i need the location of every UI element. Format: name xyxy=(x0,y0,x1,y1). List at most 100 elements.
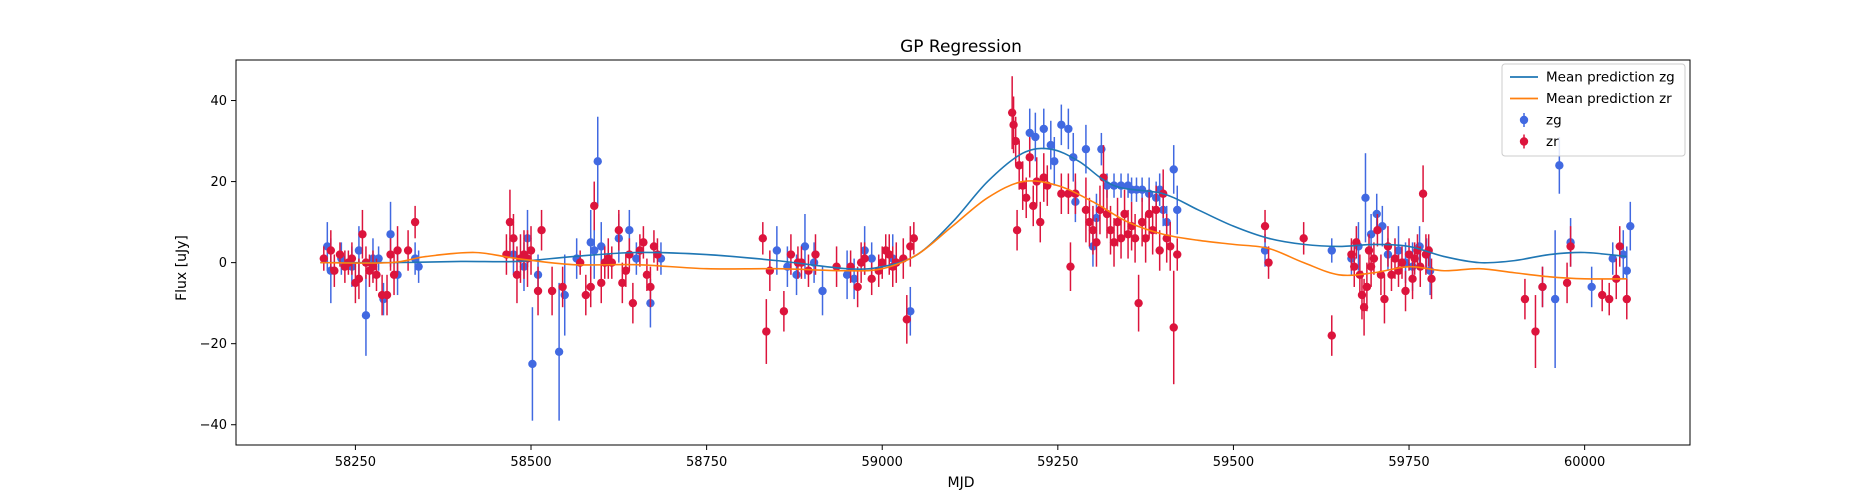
data-point-zr xyxy=(902,315,912,324)
legend-label: zr xyxy=(1546,134,1559,150)
data-point-zg xyxy=(792,270,801,279)
mean-line-zr xyxy=(320,180,1627,280)
data-point-zr xyxy=(1116,234,1126,243)
data-point-zr xyxy=(653,250,662,259)
data-point-zg xyxy=(1587,282,1596,292)
data-point-zr xyxy=(354,274,364,284)
data-point-zr xyxy=(512,270,522,279)
data-point-zr xyxy=(779,307,789,316)
data-point-zg xyxy=(800,242,810,251)
data-point-zr xyxy=(1264,258,1273,267)
data-point-zr xyxy=(1597,290,1607,300)
data-point-zr xyxy=(1155,246,1164,255)
data-point-zr xyxy=(1144,209,1154,219)
x-axis-ticks: 58250 58500 58750 59000 59250 59500 59750 60000 xyxy=(335,445,1605,470)
data-point-zr xyxy=(1092,238,1101,247)
data-point-zr xyxy=(1088,226,1098,235)
data-point-zr xyxy=(909,234,919,243)
data-point-zr xyxy=(1011,136,1020,146)
data-point-zg xyxy=(772,246,782,255)
data-point-zg xyxy=(1039,124,1048,134)
data-point-zr xyxy=(347,254,357,263)
x-tick-label: 58500 xyxy=(510,455,551,470)
data-point-zg xyxy=(1626,221,1635,231)
data-point-zr xyxy=(368,262,378,271)
plot-frame xyxy=(235,59,1691,446)
data-point-zr xyxy=(621,266,631,275)
data-point-zr xyxy=(625,250,634,259)
data-point-zr xyxy=(811,250,820,259)
data-point-zr xyxy=(646,282,655,292)
data-point-zr xyxy=(1383,242,1393,251)
data-point-zg xyxy=(906,307,915,316)
data-point-zg xyxy=(849,274,859,284)
data-point-zr xyxy=(1520,294,1530,304)
y-tick-label: 20 xyxy=(210,175,227,190)
data-point-zg xyxy=(1046,140,1056,150)
x-tick-label: 59500 xyxy=(1213,455,1254,470)
data-point-zr xyxy=(526,246,536,255)
data-point-zr xyxy=(1141,234,1150,243)
data-point-zg xyxy=(560,290,569,300)
data-point-zr xyxy=(590,201,599,211)
data-point-zg xyxy=(528,359,537,369)
data-point-zr xyxy=(1151,205,1161,215)
legend: Mean prediction zg Mean prediction zr zg zr xyxy=(1501,63,1686,157)
y-tick-label: −20 xyxy=(200,337,227,352)
data-point-zr xyxy=(1605,294,1614,304)
data-point-zr xyxy=(1007,108,1017,117)
data-point-zg xyxy=(1327,246,1336,255)
data-point-zr xyxy=(1350,262,1359,271)
data-point-zr xyxy=(797,258,806,267)
data-point-zr xyxy=(1531,327,1540,336)
data-point-zg xyxy=(1081,144,1091,154)
data-point-zr xyxy=(597,278,606,288)
y-tick-label: −40 xyxy=(200,418,227,433)
data-point-zr xyxy=(1123,230,1133,239)
data-point-zr xyxy=(372,270,381,279)
data-point-zr xyxy=(1373,226,1382,235)
data-point-zr xyxy=(628,298,638,308)
data-point-zr xyxy=(326,246,336,255)
data-point-zg xyxy=(590,246,599,255)
data-point-zr xyxy=(1120,209,1129,219)
data-point-zr xyxy=(867,274,876,284)
data-point-zr xyxy=(1113,217,1122,227)
data-point-zr xyxy=(1169,323,1178,332)
x-axis-label: MJD xyxy=(948,475,975,491)
data-point-zg xyxy=(361,311,371,320)
data-point-zr xyxy=(1380,294,1389,304)
y-axis-ticks: −40 −20 0 20 40 xyxy=(200,94,236,433)
data-point-zr xyxy=(1029,201,1038,211)
data-point-zr xyxy=(1066,262,1075,271)
data-point-zr xyxy=(1014,161,1024,170)
data-point-zr xyxy=(1109,238,1119,247)
data-point-zr xyxy=(1099,173,1108,182)
data-point-zr xyxy=(386,250,395,259)
data-point-zr xyxy=(1390,254,1400,263)
data-point-zr xyxy=(1134,298,1143,308)
data-point-zr xyxy=(581,290,591,300)
data-point-zr xyxy=(1364,246,1374,255)
data-point-zr xyxy=(765,266,775,275)
data-point-zr xyxy=(393,246,402,255)
data-point-zr xyxy=(1036,217,1045,227)
data-point-zr xyxy=(1387,270,1396,279)
data-point-zg xyxy=(818,286,827,296)
data-point-zr xyxy=(1039,173,1048,182)
data-point-zr xyxy=(1137,217,1147,227)
data-point-zr xyxy=(786,250,796,259)
chart-title: GP Regression xyxy=(900,37,1022,57)
data-point-zg xyxy=(867,254,876,263)
data-point-zg xyxy=(632,254,641,263)
data-point-zg xyxy=(1173,205,1182,215)
data-point-zg xyxy=(586,238,595,247)
data-point-zg xyxy=(1031,132,1040,142)
data-point-zr xyxy=(1416,262,1425,271)
data-point-zg xyxy=(1057,120,1066,130)
data-point-zr xyxy=(762,327,771,336)
data-point-zr xyxy=(1081,205,1091,215)
data-point-zr xyxy=(906,242,915,251)
data-point-zr xyxy=(358,230,367,239)
